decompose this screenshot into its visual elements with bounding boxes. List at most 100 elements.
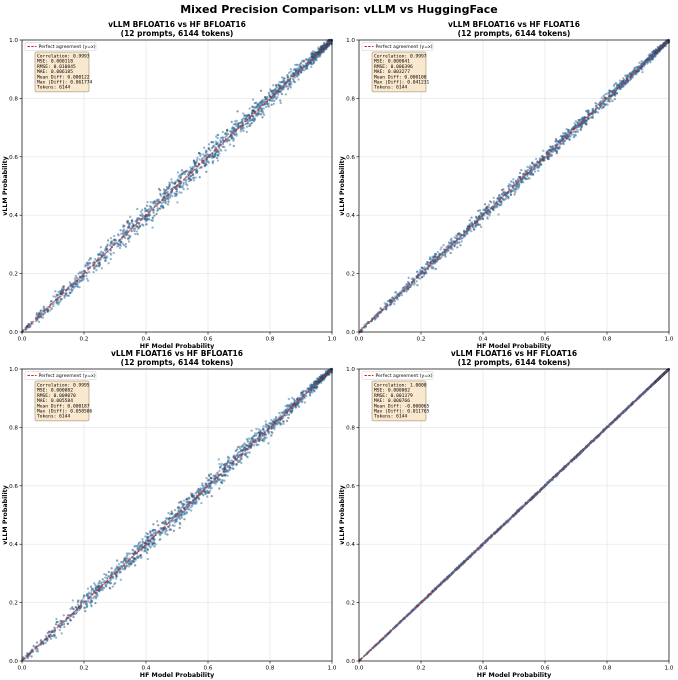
data-point <box>531 161 534 164</box>
data-point <box>558 147 561 150</box>
data-point <box>279 99 282 102</box>
data-point <box>166 525 170 528</box>
data-point <box>147 536 151 539</box>
data-point <box>636 71 639 74</box>
data-point <box>199 154 202 157</box>
data-point <box>77 608 81 612</box>
panel-subtitle: (12 prompts, 6144 tokens) <box>121 29 234 38</box>
x-tick-label: 0.6 <box>541 337 550 343</box>
data-point <box>232 467 235 470</box>
data-point <box>151 529 154 532</box>
data-point <box>604 96 607 100</box>
x-tick-label: 0.2 <box>80 337 89 343</box>
data-point <box>90 596 93 600</box>
data-point <box>159 207 162 210</box>
data-point <box>168 183 172 186</box>
data-point <box>152 211 155 214</box>
data-point <box>391 296 395 299</box>
data-point <box>455 242 458 245</box>
legend: Perfect agreement (y=x) <box>24 42 97 51</box>
data-point <box>73 285 76 288</box>
data-point <box>301 59 304 63</box>
data-point <box>463 229 466 233</box>
data-point <box>285 84 288 87</box>
data-point <box>260 110 263 113</box>
data-point <box>286 87 290 91</box>
data-point <box>144 223 148 226</box>
x-axis-label: HF Model Probability <box>140 343 214 350</box>
stats-line: Correlation: 0.9997 <box>374 54 427 60</box>
data-point <box>196 156 199 160</box>
data-point <box>77 599 80 602</box>
data-point <box>273 95 276 98</box>
data-point <box>42 312 45 316</box>
data-point <box>199 152 202 156</box>
data-point <box>283 414 286 417</box>
data-point <box>242 447 246 451</box>
data-point <box>289 70 293 73</box>
data-point <box>239 127 242 131</box>
data-point <box>502 198 506 202</box>
data-point <box>121 568 125 571</box>
data-point <box>48 309 52 312</box>
data-point <box>209 149 212 152</box>
data-point <box>178 191 181 194</box>
data-point <box>153 529 156 532</box>
data-point <box>458 241 461 244</box>
data-point <box>235 134 238 137</box>
data-point <box>220 464 223 467</box>
data-point <box>240 120 243 124</box>
data-point <box>612 89 615 92</box>
data-point <box>203 154 206 158</box>
data-point <box>97 262 101 265</box>
data-point <box>261 439 264 442</box>
y-tick-label: 0.6 <box>9 155 18 161</box>
data-point <box>131 559 135 563</box>
data-point <box>262 425 265 428</box>
data-point <box>137 543 140 546</box>
data-point <box>115 565 119 568</box>
data-point <box>246 122 249 125</box>
data-point <box>602 94 605 98</box>
data-point <box>206 495 209 498</box>
data-point <box>612 84 616 87</box>
data-point <box>85 593 88 597</box>
data-point <box>581 116 584 119</box>
data-point <box>44 635 47 638</box>
data-point <box>622 78 626 81</box>
data-point <box>407 276 410 279</box>
data-point <box>646 62 649 65</box>
data-point <box>255 427 258 431</box>
data-point <box>154 200 157 203</box>
data-point <box>489 210 492 214</box>
data-point <box>564 131 567 135</box>
data-point <box>274 417 278 420</box>
data-point <box>182 503 185 506</box>
data-point <box>252 120 256 123</box>
data-point <box>93 258 97 261</box>
scatter-panel-1: vLLM BFLOAT16 vs HF BFLOAT16(12 prompts,… <box>2 20 337 350</box>
data-point <box>55 617 58 621</box>
data-point <box>128 222 131 225</box>
data-point <box>63 296 66 299</box>
data-point <box>484 206 488 209</box>
data-point <box>492 205 495 208</box>
data-point <box>365 322 368 326</box>
data-point <box>209 473 213 476</box>
data-point <box>275 86 278 89</box>
data-point <box>144 220 148 223</box>
data-point <box>594 102 597 105</box>
data-point <box>554 140 557 143</box>
data-point <box>180 506 183 510</box>
data-point <box>218 469 221 472</box>
data-point <box>159 194 162 197</box>
data-point <box>238 456 242 459</box>
data-point <box>232 455 235 458</box>
data-point <box>258 104 261 108</box>
data-point <box>527 172 530 175</box>
data-point <box>187 170 191 174</box>
data-point <box>416 283 419 287</box>
data-point <box>153 214 156 217</box>
data-point <box>103 254 106 257</box>
data-point <box>218 478 222 481</box>
